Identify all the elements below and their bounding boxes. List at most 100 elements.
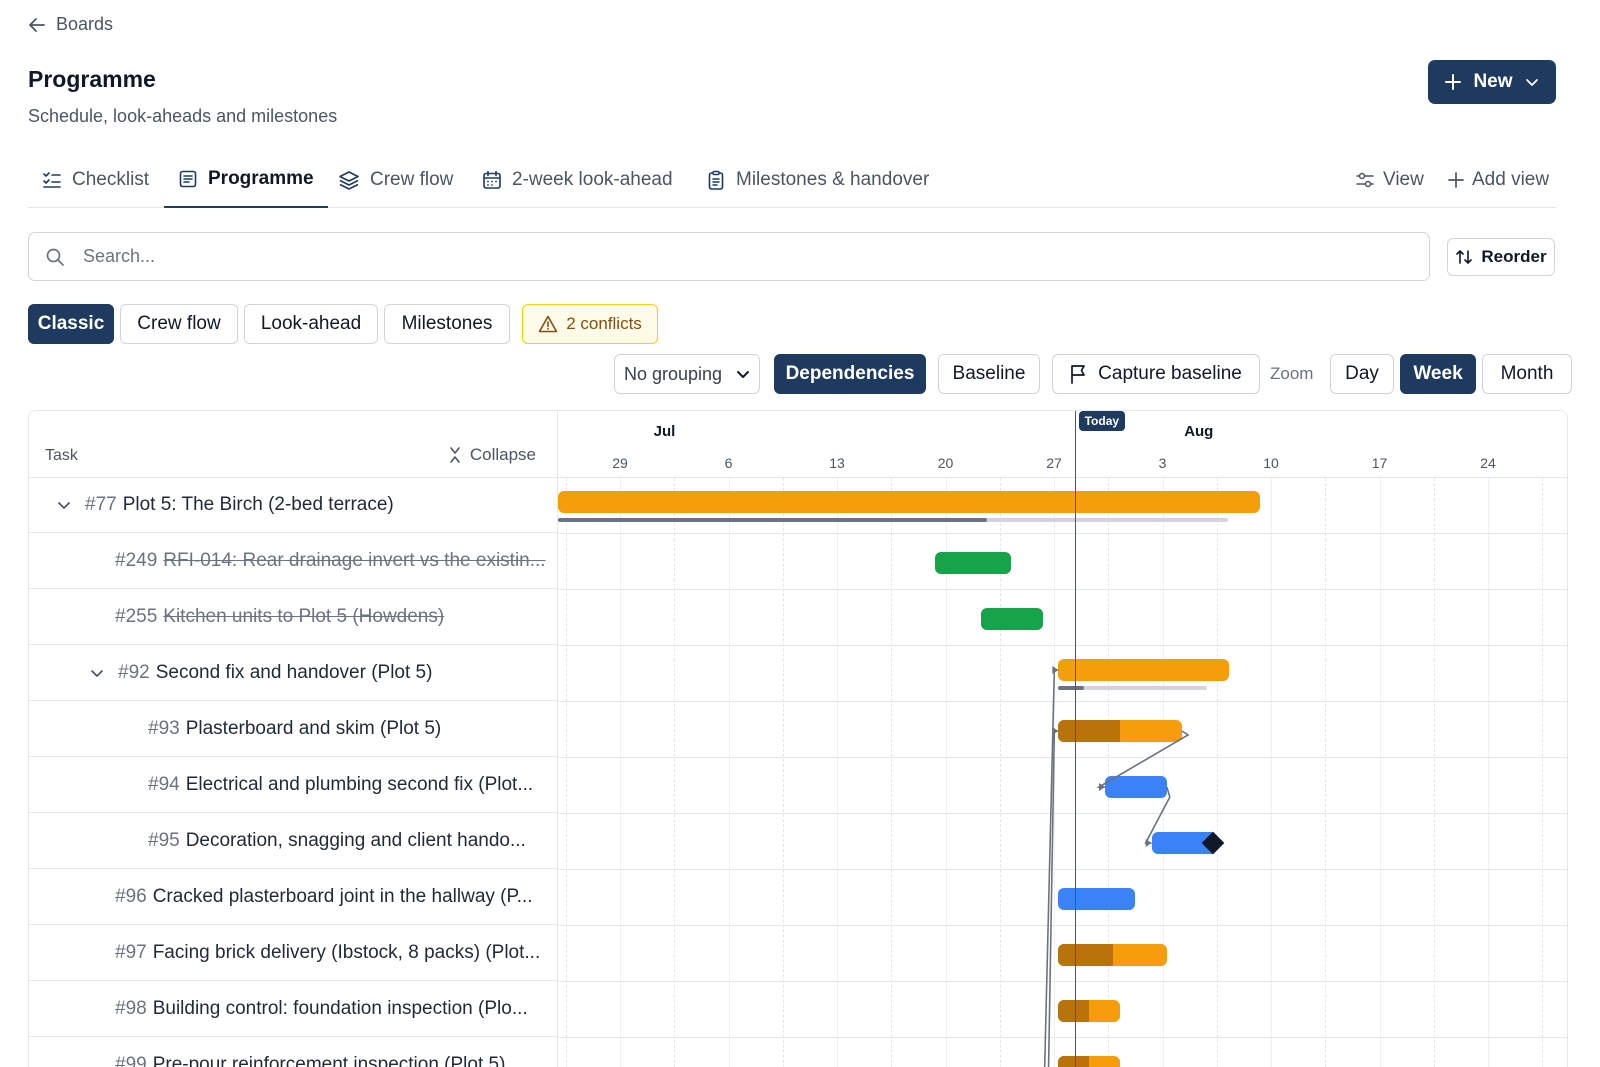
row-divider: [558, 757, 1567, 758]
grid-line: [620, 478, 621, 1067]
reorder-label: Reorder: [1481, 247, 1547, 266]
row-divider: [558, 701, 1567, 702]
task-title: Cracked plasterboard joint in the hallwa…: [152, 886, 533, 907]
calendar-icon: [483, 170, 501, 189]
task-bar-progress: [1058, 1000, 1090, 1022]
chevron-down-icon: [1525, 79, 1538, 86]
chevron-down-icon[interactable]: [86, 666, 108, 680]
search-input[interactable]: [83, 246, 1383, 267]
task-bar[interactable]: [1058, 944, 1167, 966]
grid-line: [1054, 478, 1055, 1067]
grid-line: [945, 478, 947, 1067]
chip-look-ahead[interactable]: Look-ahead: [244, 304, 378, 344]
grouping-value: No grouping: [623, 363, 723, 384]
task-row[interactable]: #97 Facing brick delivery (Ibstock, 8 pac…: [29, 926, 558, 981]
task-number: #96: [115, 886, 147, 907]
tab-look-ahead[interactable]: 2-week look-ahead: [468, 152, 687, 208]
task-bar[interactable]: [1104, 776, 1167, 798]
new-button[interactable]: New: [1428, 60, 1556, 104]
capture-baseline-button[interactable]: Capture baseline: [1052, 354, 1260, 394]
zoom-day-button[interactable]: Day: [1330, 354, 1394, 394]
collapse-icon: [450, 447, 460, 463]
grid-line: [1325, 478, 1327, 1067]
task-row[interactable]: #249 RFI-014: Rear drainage invert vs the…: [29, 534, 558, 589]
task-row[interactable]: #77 Plot 5: The Birch (2-bed terrace): [29, 478, 558, 533]
gantt-chart: Task Collapse #77 Plot 5: The Birch (2-be…: [28, 410, 1568, 1067]
chip-milestones[interactable]: Milestones: [384, 304, 510, 344]
task-bar[interactable]: [558, 491, 1261, 513]
task-bar[interactable]: [1058, 1000, 1121, 1022]
arrow-left-icon: [29, 17, 45, 32]
tab-checklist[interactable]: Checklist: [28, 152, 163, 208]
task-bar[interactable]: [981, 608, 1044, 630]
today-badge: Today: [1078, 411, 1126, 431]
collapse-label: Collapse: [469, 445, 536, 464]
task-bar[interactable]: [1058, 888, 1136, 910]
chip-crew-flow[interactable]: Crew flow: [120, 304, 238, 344]
zoom-month-button[interactable]: Month: [1482, 354, 1572, 394]
task-bar[interactable]: [1058, 1056, 1121, 1067]
layers-icon: [339, 171, 359, 190]
collapse-all-button[interactable]: Collapse: [448, 445, 536, 465]
grid-line: [1379, 478, 1381, 1067]
baseline-toggle[interactable]: Baseline: [938, 354, 1040, 394]
reorder-button[interactable]: Reorder: [1447, 238, 1555, 276]
task-column-header: Task Collapse: [29, 411, 558, 478]
zoom-week-button[interactable]: Week: [1400, 354, 1476, 394]
task-row[interactable]: #99 Pre-pour reinforcement inspection (Pl…: [29, 1038, 558, 1067]
tab-programme[interactable]: Programme: [164, 152, 328, 208]
task-number: #92: [118, 662, 150, 683]
task-row[interactable]: #95 Decoration, snagging and client hando…: [29, 814, 558, 869]
row-divider: [558, 925, 1567, 926]
week-label: 20: [937, 455, 954, 471]
page-subtitle: Schedule, look-aheads and milestones: [28, 106, 338, 126]
task-bar[interactable]: [1058, 659, 1229, 681]
task-row[interactable]: #93 Plasterboard and skim (Plot 5): [29, 702, 558, 757]
task-row[interactable]: #255 Kitchen units to Plot 5 (Howdens): [29, 590, 558, 645]
tab-label: Programme: [208, 168, 314, 189]
conflicts-badge[interactable]: 2 conflicts: [522, 304, 658, 344]
view-options-button[interactable]: View: [1355, 152, 1424, 208]
chip-classic[interactable]: Classic: [28, 304, 114, 344]
task-title: Electrical and plumbing second fix (Plot…: [185, 774, 534, 795]
task-bar-progress: [1058, 1056, 1090, 1067]
view-tabs: Checklist Programme Crew flow 2-week loo…: [28, 152, 1556, 208]
grid-line: [565, 478, 567, 1067]
baseline-bar: [558, 518, 1228, 522]
task-title: RFI-014: Rear drainage invert vs the exi…: [163, 550, 546, 571]
tab-milestones-handover[interactable]: Milestones & handover: [692, 152, 943, 208]
week-label: 17: [1371, 455, 1388, 471]
grid-line: [999, 478, 1001, 1067]
page-title: Programme: [28, 66, 156, 92]
chevron-down-icon[interactable]: [53, 498, 75, 512]
week-label: 3: [1158, 455, 1167, 471]
task-number: #95: [148, 830, 180, 851]
task-row[interactable]: #94 Electrical and plumbing second fix (P…: [29, 758, 558, 813]
task-row[interactable]: #92 Second fix and handover (Plot 5): [29, 646, 558, 701]
grouping-select[interactable]: No grouping: [614, 354, 760, 394]
week-label: 24: [1480, 455, 1496, 471]
task-title: Second fix and handover (Plot 5): [155, 662, 433, 683]
dependencies-toggle[interactable]: Dependencies: [774, 354, 926, 394]
task-number: #98: [115, 998, 147, 1019]
tab-label: Crew flow: [370, 169, 454, 190]
timeline: Jul Aug 29 6 13 20 27 3 10 17 24 Today: [558, 411, 1567, 1067]
grid-line: [837, 478, 838, 1067]
task-row[interactable]: #98 Building control: foundation inspecti…: [29, 982, 558, 1037]
task-row[interactable]: #96 Cracked plasterboard joint in the hal…: [29, 870, 558, 925]
task-bar[interactable]: [1058, 720, 1183, 742]
task-bar[interactable]: [934, 552, 1011, 574]
row-divider: [558, 869, 1567, 870]
add-view-button[interactable]: Add view: [1448, 152, 1549, 208]
grid-line: [1271, 478, 1272, 1067]
tab-crew-flow[interactable]: Crew flow: [324, 152, 467, 208]
row-divider: [558, 589, 1567, 590]
grid-line: [674, 478, 676, 1067]
baseline-bar: [1058, 686, 1207, 690]
task-number: #93: [148, 718, 180, 739]
task-number: #94: [148, 774, 180, 795]
month-label: Aug: [1184, 423, 1214, 440]
task-title: Kitchen units to Plot 5 (Howdens): [163, 606, 445, 627]
back-link[interactable]: Boards: [28, 14, 113, 35]
task-bar-progress: [1058, 944, 1113, 966]
